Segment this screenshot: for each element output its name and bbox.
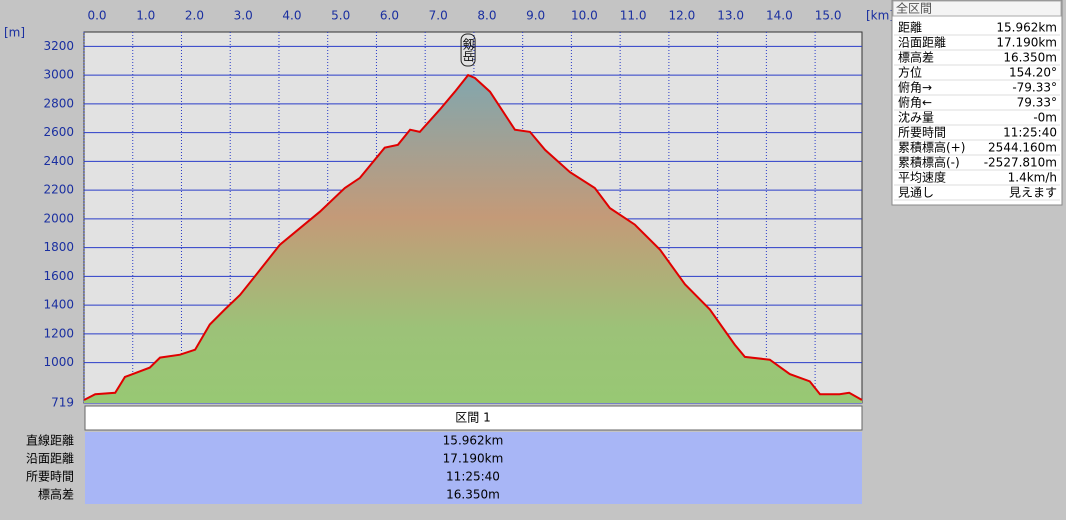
y-tick-label: 1400	[43, 298, 74, 312]
summary-value: 見えます	[1009, 186, 1057, 200]
x-tick-label: 8.0	[477, 9, 496, 23]
x-tick-label: 11.0	[620, 9, 647, 23]
summary-value: -79.33°	[1012, 81, 1057, 95]
y-tick-label: 1600	[43, 269, 74, 283]
y-tick-label: 3200	[43, 39, 74, 53]
x-tick-label: 7.0	[429, 9, 448, 23]
summary-label: 沿面距離	[898, 36, 946, 50]
summary-title: 全区間	[896, 1, 932, 16]
segment-row-value: 17.190km	[443, 452, 504, 466]
summary-value: 154.20°	[1009, 66, 1057, 80]
summary-value: 11:25:40	[1003, 126, 1057, 140]
profile-area	[84, 75, 862, 403]
summary-label: 方位	[898, 65, 922, 80]
summary-value: 1.4km/h	[1008, 171, 1057, 185]
profile-line	[83, 73, 863, 401]
segment-row-value: 15.962km	[443, 434, 504, 448]
y-unit: [m]	[4, 26, 25, 40]
segment-row-label: 標高差	[38, 487, 74, 502]
y-tick-label: 1200	[43, 326, 74, 340]
peak-annotation: 剱岳	[461, 38, 475, 62]
summary-label: 累積標高(+)	[898, 140, 965, 155]
x-tick-label: 1.0	[136, 9, 155, 23]
summary-label: 距離	[898, 21, 922, 35]
summary-label: 俯角→	[898, 80, 932, 95]
summary-value: 16.350m	[1003, 51, 1057, 65]
y-tick-label: 2000	[43, 211, 74, 225]
y-tick-label: 1800	[43, 240, 74, 254]
summary-value: 17.190km	[996, 36, 1057, 50]
x-tick-label: 12.0	[669, 9, 696, 23]
summary-label: 平均速度	[898, 170, 946, 185]
summary-label: 見通し	[898, 186, 934, 200]
summary-label: 沈み量	[898, 110, 934, 125]
summary-value: 79.33°	[1017, 96, 1057, 110]
segment-row-bg	[85, 486, 862, 504]
x-tick-label: 4.0	[282, 9, 301, 23]
annotation-box	[460, 33, 476, 67]
segment-row-bg	[85, 468, 862, 486]
segment-row-label: 沿面距離	[26, 452, 74, 466]
summary-value: -0m	[1033, 111, 1057, 125]
segment-header-bg	[84, 405, 863, 431]
summary-label: 累積標高(-)	[898, 155, 960, 170]
y-tick-label: 3000	[43, 68, 74, 82]
summary-label: 俯角←	[898, 95, 932, 110]
y-tick-label: 1000	[43, 355, 74, 369]
summary-title-box	[892, 0, 1062, 17]
summary-label: 標高差	[898, 50, 934, 65]
summary-value: -2527.810m	[984, 156, 1057, 170]
segment-header: 区間 1	[455, 411, 490, 425]
y-tick-label: 2600	[43, 125, 74, 139]
x-tick-label: 9.0	[526, 9, 545, 23]
segment-row-bg	[85, 450, 862, 468]
x-tick-label: 6.0	[380, 9, 399, 23]
segment-row-bg	[85, 432, 862, 450]
x-tick-label: 5.0	[331, 9, 350, 23]
y-tick-label: 2200	[43, 183, 74, 197]
y-tick-label: 2400	[43, 154, 74, 168]
x-tick-label: 15.0	[815, 9, 842, 23]
segment-row-value: 16.350m	[446, 488, 500, 502]
segment-row-label: 所要時間	[26, 470, 74, 484]
x-tick-label: 0.0	[87, 9, 106, 23]
y-tick-label: 2800	[43, 96, 74, 110]
segment-row-value: 11:25:40	[446, 470, 500, 484]
x-unit: [km]	[866, 9, 894, 23]
segment-row-label: 直線距離	[26, 433, 74, 448]
x-tick-label: 3.0	[234, 9, 253, 23]
summary-value: 2544.160m	[988, 141, 1057, 155]
y-tick-label: 719	[51, 396, 74, 410]
x-tick-label: 2.0	[185, 9, 204, 23]
summary-panel	[891, 0, 1063, 206]
x-tick-label: 13.0	[717, 9, 744, 23]
x-tick-label: 14.0	[766, 9, 793, 23]
summary-value: 15.962km	[996, 21, 1057, 35]
x-tick-label: 10.0	[571, 9, 598, 23]
summary-label: 所要時間	[898, 126, 946, 140]
